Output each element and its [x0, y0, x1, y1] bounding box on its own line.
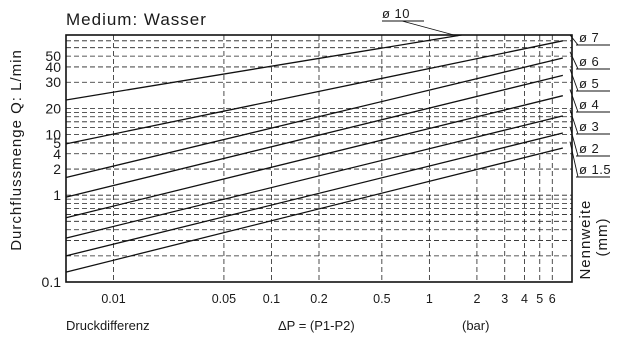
grid: [66, 35, 572, 282]
x-axis-label-left: Druckdifferenz: [66, 318, 150, 333]
y-tick-label: 20: [45, 100, 61, 116]
series-line: [65, 40, 563, 145]
series-label-leader: [569, 68, 579, 92]
series-line: [65, 34, 462, 101]
series-label: ø 5: [579, 76, 599, 91]
y-tick-label: 5: [53, 135, 61, 151]
series-label: ø 10: [382, 6, 410, 21]
y-tick-label: 30: [45, 74, 61, 90]
x-tick-label: 0.05: [212, 292, 236, 306]
series-label-leader: [569, 141, 579, 178]
series-label-leader: [569, 109, 579, 135]
series-line: [65, 57, 563, 179]
series-line: [65, 74, 563, 198]
series-label-leader: [569, 51, 579, 70]
plot-frame: [65, 34, 573, 283]
y-tick-label: 2: [53, 161, 61, 177]
y-tick-label: 4: [53, 146, 61, 162]
x-tick-label: 0.01: [101, 292, 125, 306]
series-layer: [65, 34, 563, 273]
x-tick-label: 6: [549, 292, 556, 306]
y-tick-label: 50: [45, 48, 61, 64]
y-axis-label: Durchflussmenge Q: L/min: [8, 49, 25, 251]
series-line: [65, 147, 563, 273]
x-tick-label: 2: [473, 292, 480, 306]
x-tick-label: 0.5: [373, 292, 390, 306]
series-label: ø 2: [579, 141, 599, 156]
series-label-leader: [401, 20, 458, 37]
series-label: ø 7: [579, 30, 599, 45]
y-tick-label: 1: [53, 187, 61, 203]
y-tick-label: 10: [45, 127, 61, 143]
series-line: [65, 115, 563, 239]
y-tick-label: 0.1: [42, 274, 62, 290]
legend-title: Nennweite (mm): [577, 194, 611, 279]
series-line: [65, 132, 563, 257]
series-line: [65, 95, 563, 219]
series-label-leader: [569, 89, 579, 113]
series-label: ø 4: [579, 97, 599, 112]
x-tick-label: 0.1: [263, 292, 280, 306]
series-label-leader: [569, 126, 579, 157]
series-label: ø 1.5: [579, 162, 611, 177]
series-labels: ø 10 ø 7 ø 6 ø 5 ø 4 ø 3 ø 2 ø 1.5: [382, 6, 611, 178]
x-tick-label: 5: [536, 292, 543, 306]
x-axis-label-unit: (bar): [462, 318, 489, 333]
x-tick-label: 3: [501, 292, 508, 306]
y-tick-label: 40: [45, 59, 61, 75]
chart-title: Medium: Wasser: [66, 10, 207, 29]
x-tick-label: 0.2: [310, 292, 327, 306]
x-tick-label: 4: [521, 292, 528, 306]
x-tick-label: 1: [426, 292, 433, 306]
x-axis-label-mid: ΔP = (P1-P2): [278, 318, 355, 333]
series-label-leader: [569, 34, 579, 46]
series-label: ø 6: [579, 54, 599, 69]
series-label: ø 3: [579, 119, 599, 134]
x-tick-labels: 0.01 0.05 0.1 0.2 0.5 1 2 3 4 5 6: [101, 292, 555, 306]
